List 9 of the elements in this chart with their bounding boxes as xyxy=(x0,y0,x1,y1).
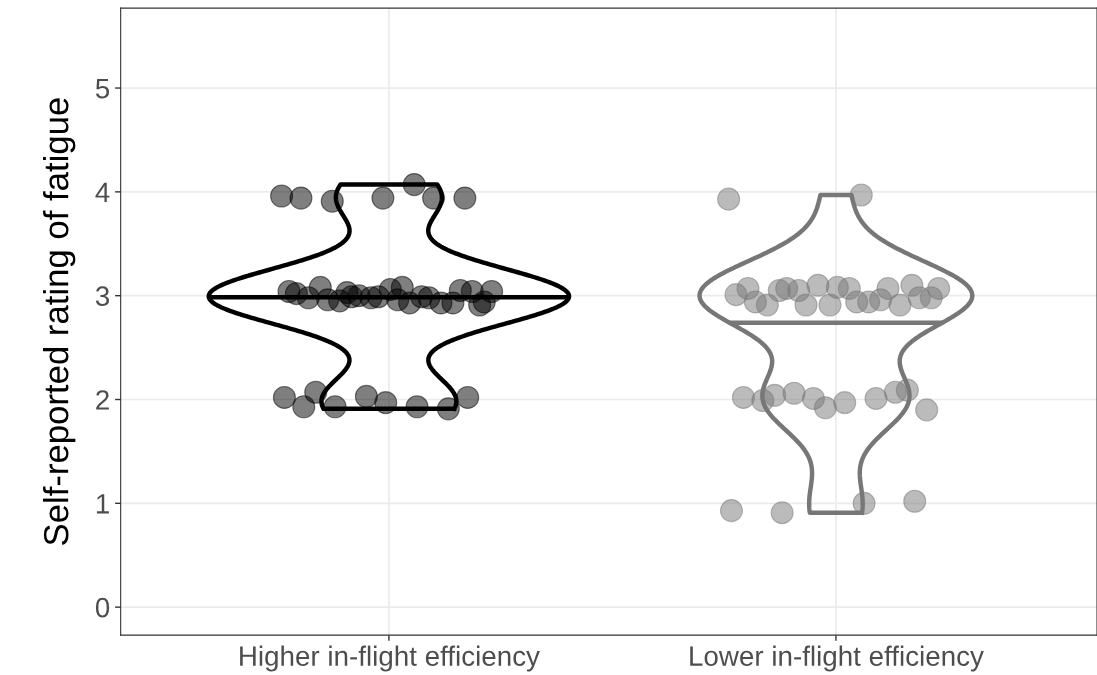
y-tick-label: 1 xyxy=(96,494,109,514)
y-tick-label: 2 xyxy=(96,390,109,410)
y-tick-label: 0 xyxy=(95,597,110,618)
y-tick-label: 4 xyxy=(95,182,110,202)
x-tick-label: Higher in-flight efficiency xyxy=(240,645,540,672)
y-tick-label: 3 xyxy=(95,286,110,307)
y-tick-label: 5 xyxy=(95,79,110,99)
y-axis-title: Self-reported rating of fatigue xyxy=(42,98,76,545)
x-tick-label: Lower in-flight efficiency xyxy=(690,645,984,672)
